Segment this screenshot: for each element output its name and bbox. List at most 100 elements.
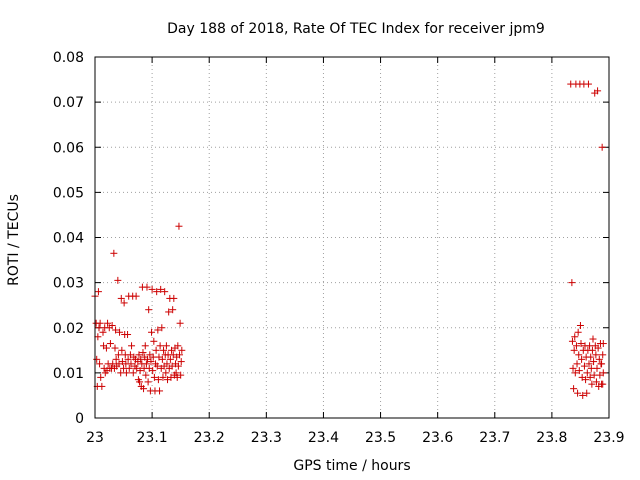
y-tick-label: 0.04	[53, 231, 84, 247]
y-tick-label: 0.03	[53, 276, 84, 292]
data-point	[144, 378, 152, 386]
data-point	[572, 342, 580, 350]
y-tick-label: 0.01	[53, 366, 84, 382]
data-point	[165, 308, 173, 316]
data-point	[568, 279, 576, 287]
data-point	[170, 294, 178, 302]
data-point	[599, 351, 607, 359]
data-point	[599, 340, 607, 348]
chart-title: Day 188 of 2018, Rate Of TEC Index for r…	[167, 21, 545, 37]
data-point	[112, 326, 120, 334]
data-point	[120, 299, 128, 307]
data-point	[153, 362, 161, 370]
x-tick-label: 23	[86, 430, 104, 446]
data-point	[586, 373, 594, 381]
data-point	[574, 389, 582, 397]
data-point	[102, 344, 110, 352]
data-point	[114, 351, 122, 359]
tick-labels: 23 23.1 23.2 23.3 23.4 23.5 23.6 23.7 23.8 23.9 0 0…	[53, 50, 625, 446]
data-point	[150, 373, 158, 381]
data-point	[174, 362, 182, 370]
data-point	[99, 328, 107, 336]
data-point	[162, 342, 170, 350]
x-axis-label: GPS time / hours	[293, 458, 410, 474]
y-tick-label: 0	[75, 411, 84, 427]
data-point	[174, 342, 182, 350]
data-point	[585, 360, 593, 368]
x-tick-label: 23.1	[137, 430, 168, 446]
data-point	[175, 222, 183, 230]
data-point	[129, 369, 137, 377]
data-point	[575, 367, 583, 375]
data-point	[96, 360, 104, 368]
data-point	[589, 335, 597, 343]
data-point	[574, 328, 582, 336]
data-point	[571, 369, 579, 377]
data-point	[122, 369, 130, 377]
data-point	[114, 276, 122, 284]
data-point	[568, 337, 576, 345]
data-point	[162, 369, 170, 377]
data-point	[104, 319, 112, 327]
data-point	[153, 288, 161, 296]
data-point	[110, 249, 118, 257]
data-point	[176, 351, 184, 359]
data-point	[576, 321, 584, 329]
data-point	[592, 351, 600, 359]
data-point	[154, 326, 162, 334]
data-point	[150, 337, 158, 345]
data-point	[147, 358, 155, 366]
data-point	[125, 364, 133, 372]
data-point	[111, 344, 119, 352]
data-point	[116, 328, 124, 336]
data-point	[156, 342, 164, 350]
data-point	[578, 355, 586, 363]
data-point	[169, 306, 177, 314]
data-point	[156, 387, 164, 395]
data-point	[571, 333, 579, 341]
data-point	[584, 80, 592, 88]
data-point	[136, 378, 144, 386]
data-point	[148, 285, 156, 293]
data-point	[176, 319, 184, 327]
x-tick-label: 23.3	[251, 430, 282, 446]
data-point	[106, 340, 114, 348]
data-point	[94, 333, 102, 341]
x-tick-label: 23.2	[194, 430, 225, 446]
x-tick-label: 23.6	[422, 430, 453, 446]
data-point	[594, 344, 602, 352]
data-point	[160, 346, 168, 354]
data-point	[583, 369, 591, 377]
data-point	[140, 385, 148, 393]
data-point	[166, 355, 174, 363]
data-point	[599, 380, 607, 388]
data-point	[570, 346, 578, 354]
y-tick-label: 0.05	[53, 185, 84, 201]
data-point	[178, 346, 186, 354]
data-point	[161, 288, 169, 296]
data-point	[142, 360, 150, 368]
data-point	[137, 355, 145, 363]
data-point	[141, 342, 149, 350]
data-point	[124, 331, 132, 339]
x-tick-label: 23.4	[308, 430, 339, 446]
data-point	[117, 294, 125, 302]
data-point	[592, 378, 600, 386]
data-point	[570, 385, 578, 393]
data-point	[595, 355, 603, 363]
data-point	[158, 355, 166, 363]
data-point	[128, 342, 136, 350]
data-point	[582, 376, 590, 384]
data-point	[577, 340, 585, 348]
data-point	[94, 288, 102, 296]
data-point	[590, 358, 598, 366]
data-point	[587, 353, 595, 361]
grid-lines	[95, 57, 609, 418]
x-tick-label: 23.9	[593, 430, 624, 446]
data-point	[97, 373, 105, 381]
data-point	[599, 369, 607, 377]
data-point	[124, 355, 132, 363]
data-point	[108, 321, 116, 329]
